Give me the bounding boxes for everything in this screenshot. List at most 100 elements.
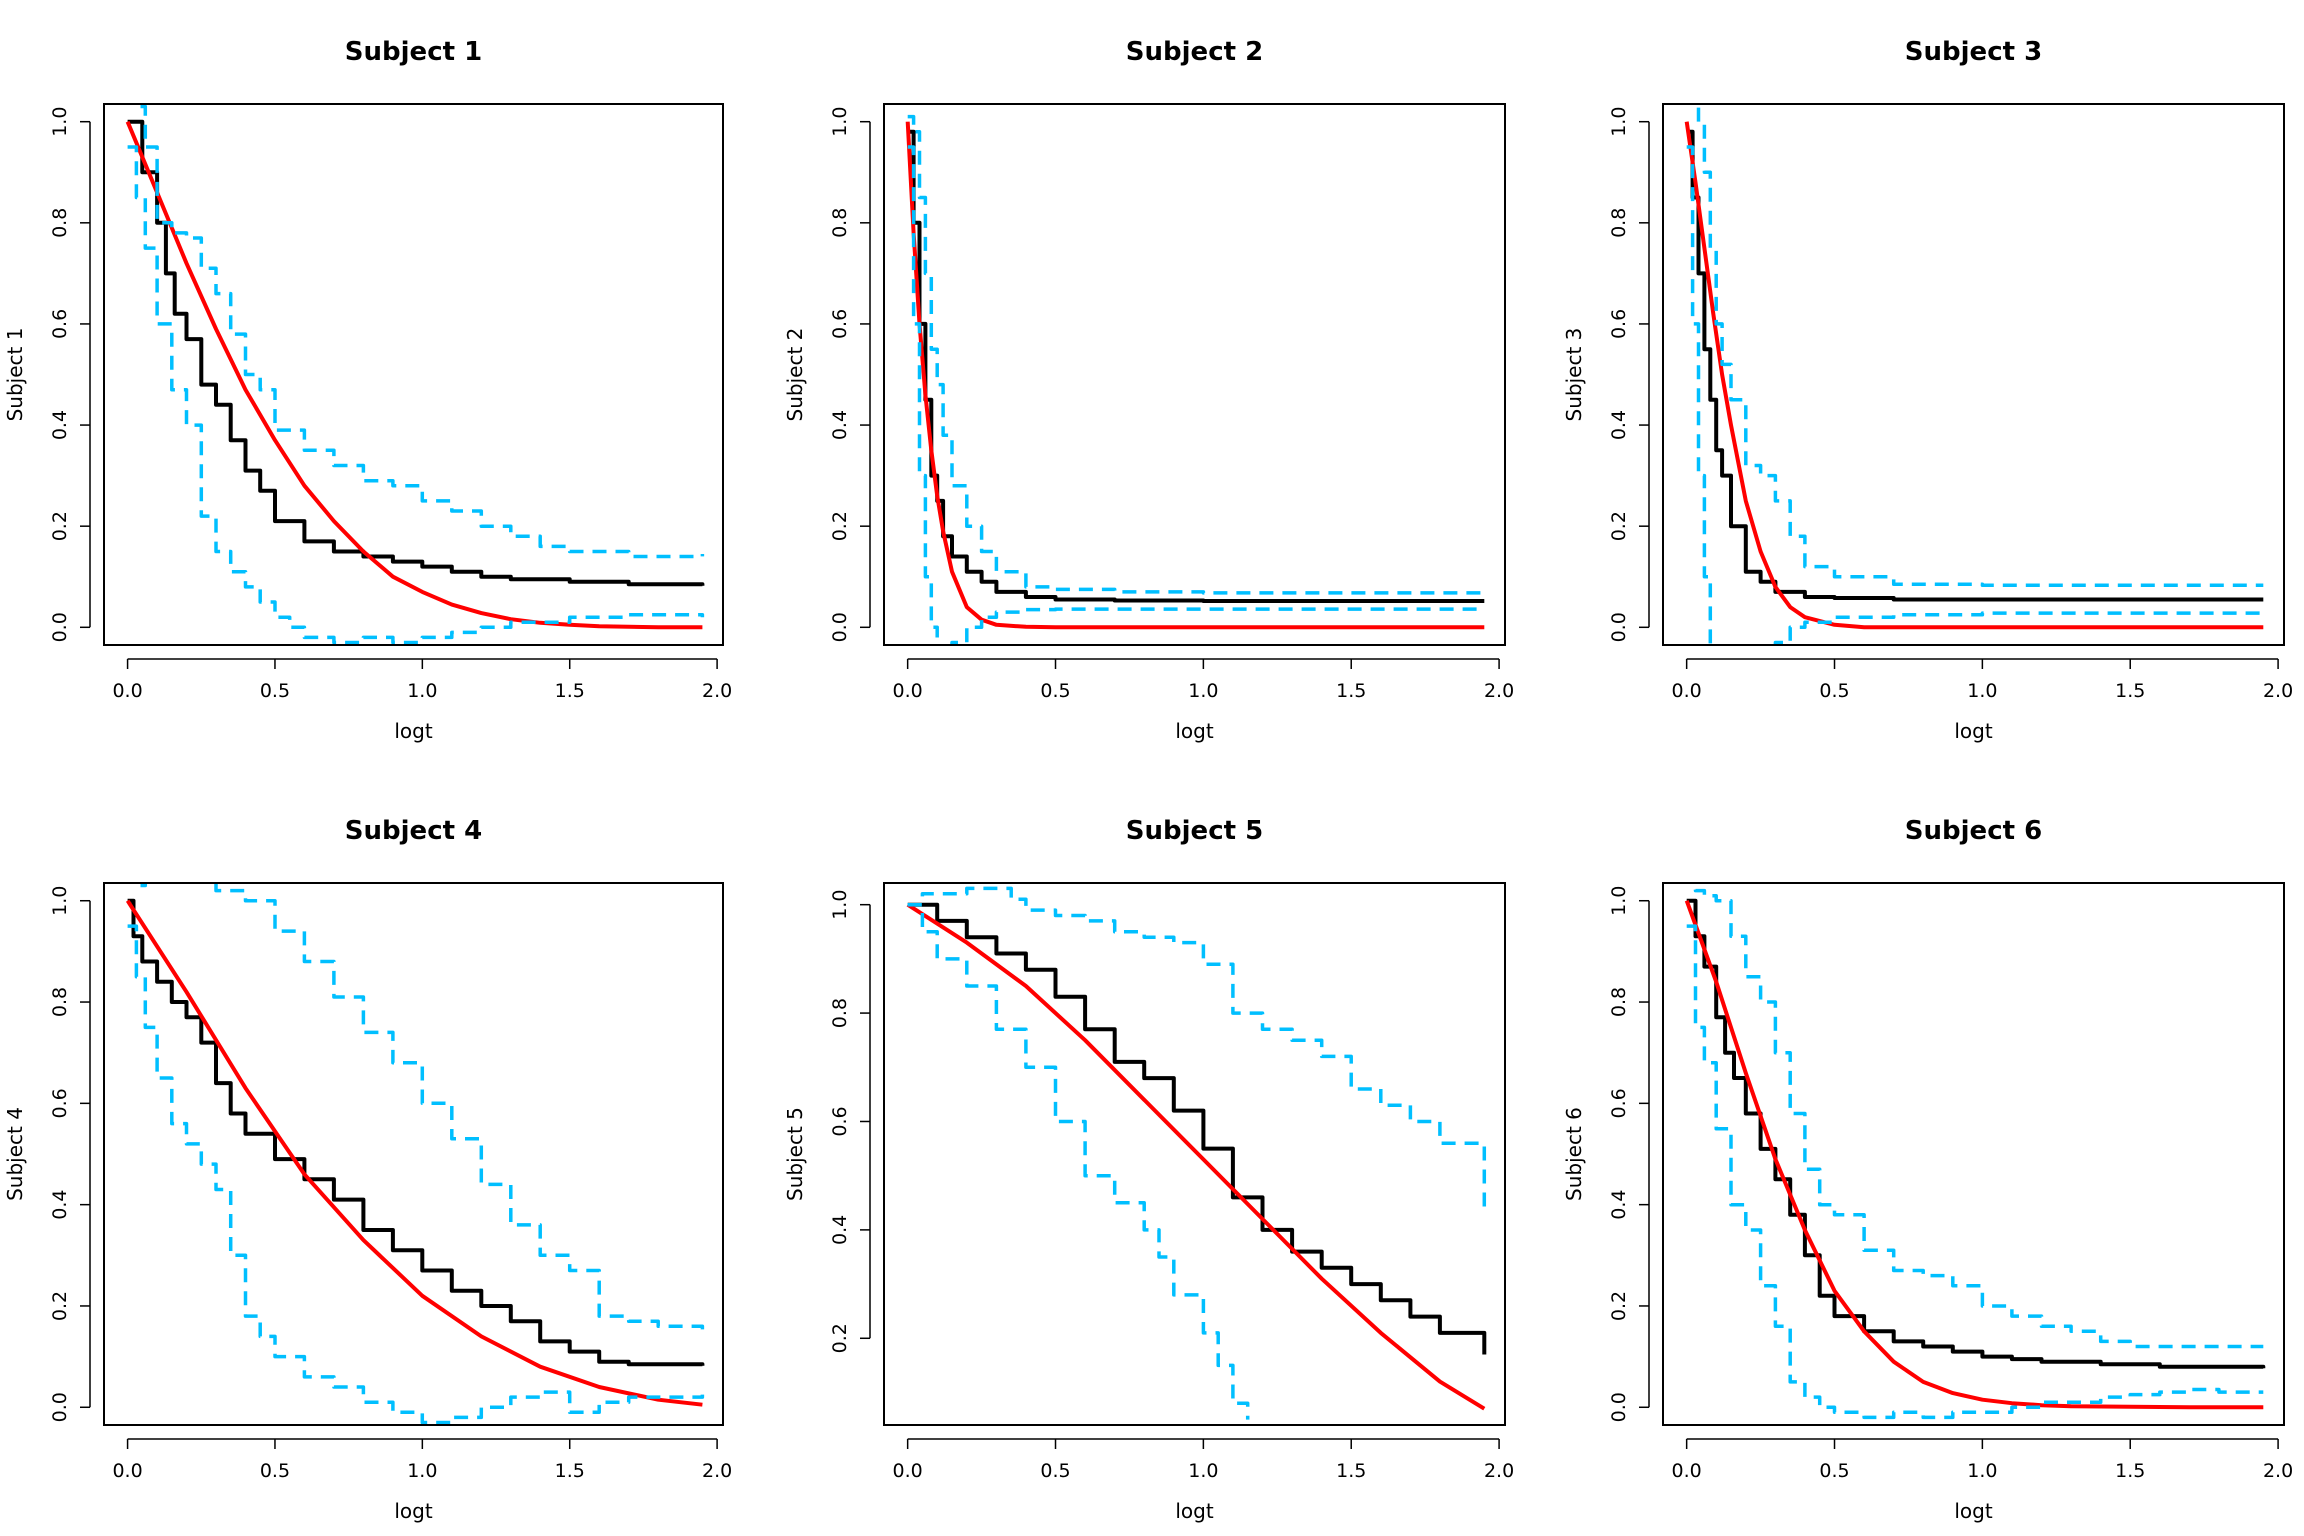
confidence-band-line [1693, 883, 2264, 1349]
y-axis-label: Subject 6 [1562, 1107, 1586, 1201]
x-tick-label: 0.0 [1672, 680, 1702, 702]
confidence-band-line [907, 886, 1487, 1214]
y-tick-label: 0.2 [1608, 511, 1630, 541]
plot-area [125, 883, 705, 1425]
estimate-step-line [1686, 129, 2264, 602]
x-tick-label: 0.5 [260, 1460, 290, 1482]
plot-frame [103, 882, 724, 1426]
panel-title: Subject 5 [1126, 816, 1263, 846]
panel-title: Subject 6 [1905, 816, 2042, 846]
y-tick-label: 0.6 [1608, 1088, 1630, 1118]
x-tick-label: 1.0 [1967, 680, 1997, 702]
y-tick-label: 0.6 [1608, 309, 1630, 339]
confidence-band-line [907, 145, 1485, 645]
y-axis-label: Subject 2 [783, 328, 807, 422]
y-tick-label: 0.8 [1608, 208, 1630, 238]
y-tick-label: 0.0 [49, 612, 71, 642]
x-axis-label: logt [394, 1499, 432, 1523]
x-tick-label: 2.0 [1484, 680, 1514, 702]
y-tick-label: 0.8 [49, 208, 71, 238]
y-tick-label: 1.0 [1608, 886, 1630, 916]
estimate-step-line [127, 898, 705, 1367]
y-tick-label: 0.2 [829, 1323, 851, 1353]
confidence-band-line [1686, 145, 2264, 645]
plot-area [125, 104, 705, 645]
confidence-band-line [1696, 104, 2264, 588]
y-tick-label: 1.0 [49, 107, 71, 137]
y-tick-label: 1.0 [829, 890, 851, 920]
panel-1: Subject 1 0.0 0.5 1.0 1.5 2.0 logt 0.0 0.2 0.4 0.6… [3, 37, 732, 743]
y-tick-label: 0.4 [829, 1215, 851, 1245]
y-tick-label: 0.4 [49, 1190, 71, 1220]
y-tick-label: 0.4 [49, 410, 71, 440]
plot-frame [883, 882, 1506, 1426]
panel-title: Subject 2 [1126, 37, 1263, 67]
panel-4: Subject 4 0.0 0.5 1.0 1.5 2.0 logt 0.0 0.2 0.4 0.6… [3, 816, 732, 1523]
panel-3: Subject 3 0.0 0.5 1.0 1.5 2.0 logt 0.0 0.2 0.4 0.6… [1562, 37, 2293, 743]
y-tick-label: 0.0 [49, 1392, 71, 1422]
confidence-band-line [134, 104, 705, 559]
x-tick-label: 2.0 [702, 680, 732, 702]
x-tick-label: 0.0 [112, 1460, 142, 1482]
y-tick-label: 0.8 [829, 208, 851, 238]
y-tick-label: 0.6 [49, 1088, 71, 1118]
panel-title: Subject 3 [1905, 37, 2042, 67]
panel-2: Subject 2 0.0 0.5 1.0 1.5 2.0 logt 0.0 0.2 0.4 0.6… [783, 37, 1514, 743]
x-tick-label: 0.5 [1819, 680, 1849, 702]
x-axis-label: logt [1175, 719, 1213, 743]
y-tick-label: 0.6 [829, 309, 851, 339]
y-tick-label: 0.4 [1608, 1190, 1630, 1220]
panel-5: Subject 5 0.0 0.5 1.0 1.5 2.0 logt 0.2 0.4 0.6 0.8… [783, 816, 1514, 1523]
x-tick-label: 0.5 [1040, 1460, 1070, 1482]
x-tick-label: 2.0 [1484, 1460, 1514, 1482]
confidence-band-line [1686, 924, 2264, 1420]
confidence-band-line [127, 924, 705, 1425]
fitted-curve-line [906, 903, 1486, 1411]
x-tick-label: 0.0 [893, 1460, 923, 1482]
y-tick-label: 1.0 [49, 886, 71, 916]
plot-frame [103, 103, 724, 646]
x-tick-label: 1.0 [1967, 1460, 1997, 1482]
x-axis-label: logt [394, 719, 432, 743]
fitted-curve-line [1684, 121, 2264, 630]
x-tick-label: 0.0 [1672, 1460, 1702, 1482]
x-axis-label: logt [1175, 1499, 1213, 1523]
panel-6: Subject 6 0.0 0.5 1.0 1.5 2.0 logt 0.0 0.2 0.4 0.6… [1562, 816, 2293, 1523]
plot-frame [883, 103, 1506, 646]
x-tick-label: 1.0 [407, 1460, 437, 1482]
confidence-band-line [127, 145, 705, 645]
y-tick-label: 0.6 [49, 309, 71, 339]
y-tick-label: 0.6 [829, 1106, 851, 1136]
x-tick-label: 1.5 [555, 680, 585, 702]
x-tick-label: 1.5 [1336, 1460, 1366, 1482]
y-tick-label: 1.0 [1608, 107, 1630, 137]
y-tick-label: 0.4 [829, 410, 851, 440]
estimate-step-line [127, 119, 705, 587]
x-tick-label: 1.0 [407, 680, 437, 702]
x-tick-label: 0.0 [112, 680, 142, 702]
y-axis-label: Subject 1 [3, 328, 27, 422]
x-tick-label: 1.5 [2115, 680, 2145, 702]
panel-title: Subject 4 [345, 816, 482, 846]
confidence-band-line [907, 114, 1485, 595]
panel-title: Subject 1 [345, 37, 482, 67]
x-axis-label: logt [1954, 719, 1992, 743]
y-tick-label: 1.0 [829, 107, 851, 137]
plot-frame [1662, 882, 2285, 1426]
x-tick-label: 0.5 [1819, 1460, 1849, 1482]
y-tick-label: 0.2 [829, 511, 851, 541]
x-tick-label: 1.5 [1336, 680, 1366, 702]
fitted-curve-line [125, 899, 703, 1407]
y-tick-label: 0.0 [1608, 612, 1630, 642]
y-tick-label: 0.4 [1608, 410, 1630, 440]
estimate-step-line [907, 902, 1487, 1355]
plot-frame [1662, 103, 2285, 646]
y-axis-label: Subject 4 [3, 1107, 27, 1201]
estimate-step-line [907, 129, 1485, 603]
y-tick-label: 0.8 [1608, 987, 1630, 1017]
y-tick-label: 0.2 [49, 511, 71, 541]
plot-area [906, 886, 1487, 1420]
confidence-band-line [907, 902, 1250, 1420]
x-tick-label: 1.5 [2115, 1460, 2145, 1482]
